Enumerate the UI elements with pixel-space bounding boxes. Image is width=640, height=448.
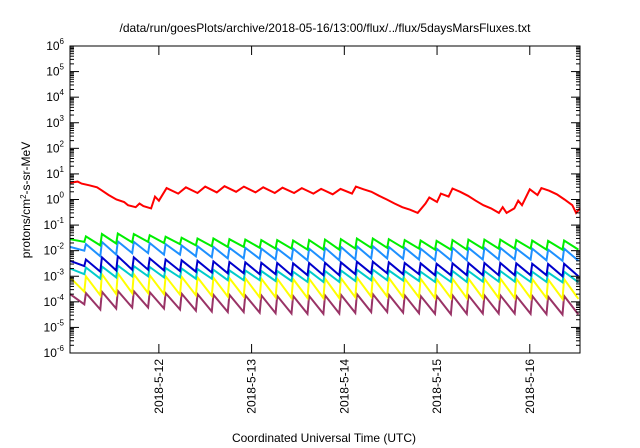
y-tick-label: 10-5 xyxy=(44,318,65,334)
chart-title: /data/run/goesPlots/archive/2018-05-16/1… xyxy=(120,21,532,35)
y-tick-label: 10-4 xyxy=(44,293,65,309)
y-tick-label: 101 xyxy=(46,165,64,181)
y-tick-label: 106 xyxy=(46,37,64,53)
y-tick-label: 102 xyxy=(46,139,64,155)
y-axis-label: protons/cm2-s-sr-MeV xyxy=(19,142,34,258)
series-line xyxy=(69,239,580,263)
series-line xyxy=(69,288,580,318)
series-line xyxy=(69,231,579,252)
x-tick-label: 2018-5-15 xyxy=(430,359,444,414)
series-line xyxy=(69,270,580,302)
y-tick-label: 10-6 xyxy=(44,344,65,360)
y-tick-label: 105 xyxy=(46,63,64,79)
y-tick-label: 10-3 xyxy=(44,267,65,283)
plot-area xyxy=(69,180,581,318)
x-tick-label: 2018-5-13 xyxy=(245,359,259,414)
axes: 10-6 10-5 10-4 10-3 10-2 10-1 100 101 102 103 104 1… xyxy=(44,37,581,414)
y-tick-label: 103 xyxy=(46,114,64,130)
y-tick-label: 104 xyxy=(46,88,64,104)
x-tick-label: 2018-5-14 xyxy=(337,359,351,414)
x-tick-label: 2018-5-12 xyxy=(152,359,166,414)
series-line xyxy=(69,254,580,279)
x-tick-label: 2018-5-16 xyxy=(523,359,537,414)
y-tick-label: 10-2 xyxy=(44,242,65,258)
y-tick-label: 10-1 xyxy=(44,216,65,232)
x-axis-label: Coordinated Universal Time (UTC) xyxy=(232,431,416,445)
y-tick-label: 100 xyxy=(46,191,64,207)
series-line xyxy=(69,180,581,215)
